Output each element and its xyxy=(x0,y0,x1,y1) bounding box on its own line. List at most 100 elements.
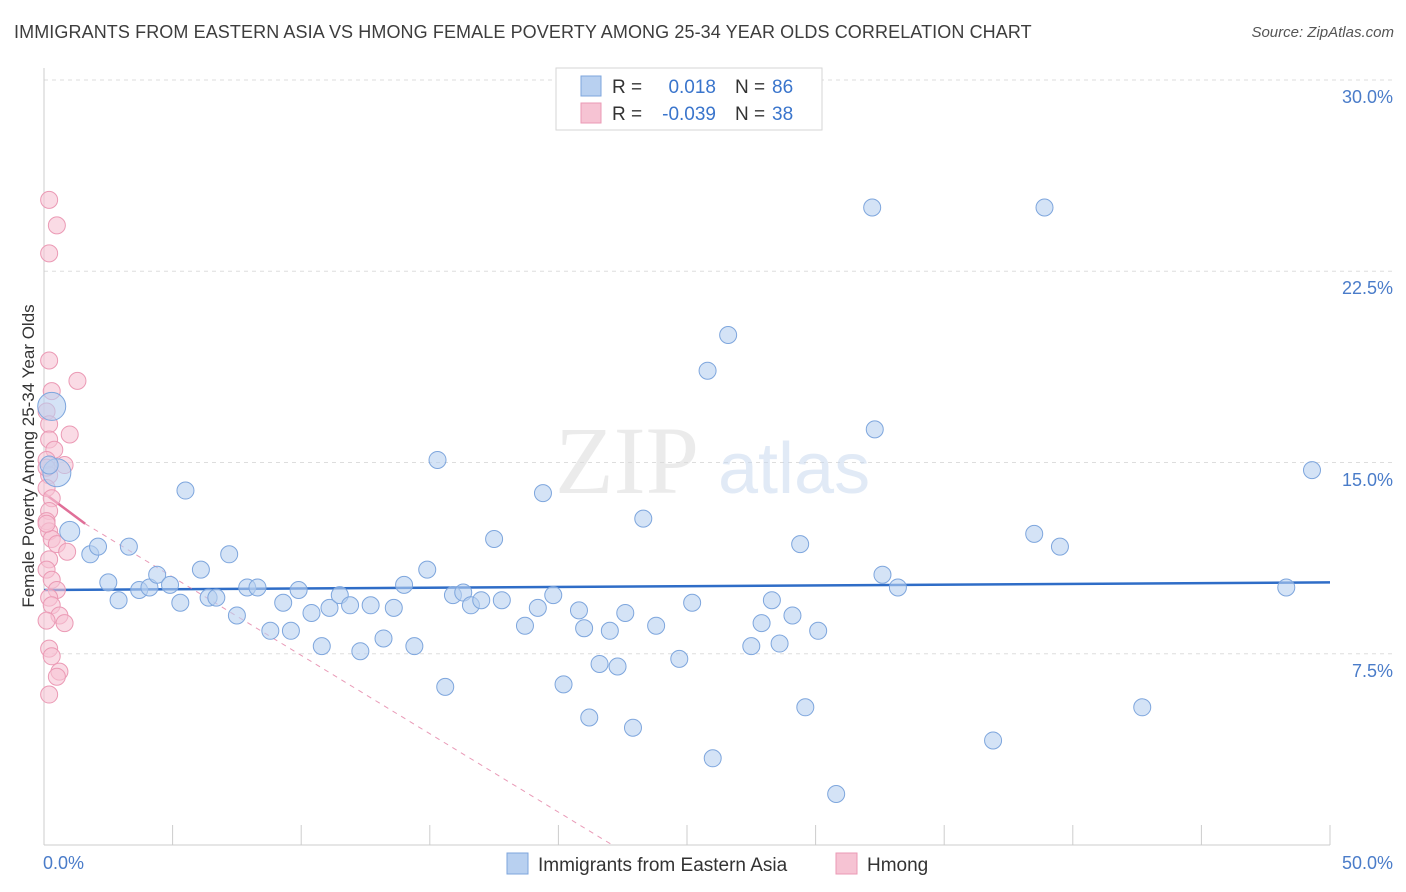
data-point xyxy=(670,649,689,668)
data-point xyxy=(752,614,771,633)
data-point xyxy=(191,560,210,579)
data-point xyxy=(418,560,437,579)
data-point xyxy=(109,591,128,610)
data-point xyxy=(590,654,609,673)
data-point xyxy=(289,581,308,599)
data-point xyxy=(59,520,81,542)
data-point xyxy=(608,657,627,676)
y-tick-label: 7.5% xyxy=(1352,661,1393,681)
y-tick-label: 30.0% xyxy=(1342,87,1393,107)
data-point xyxy=(492,591,511,610)
data-point xyxy=(68,371,87,390)
data-point xyxy=(341,596,360,615)
data-point xyxy=(312,637,331,656)
legend-r-label: R = xyxy=(612,77,642,98)
source-label: Source: ZipAtlas.com xyxy=(1251,24,1394,41)
data-point xyxy=(984,731,1003,750)
data-point xyxy=(1133,698,1152,717)
data-point xyxy=(47,667,66,686)
legend-swatch-blue xyxy=(580,75,602,97)
data-point xyxy=(472,591,491,610)
data-point xyxy=(361,596,380,615)
data-point xyxy=(37,391,67,421)
series-swatch-blue xyxy=(506,852,529,875)
data-point xyxy=(698,361,717,380)
data-point xyxy=(533,484,552,503)
data-point xyxy=(1277,578,1296,597)
data-point xyxy=(827,785,846,803)
data-point xyxy=(544,586,563,605)
hmong-points xyxy=(37,190,87,704)
data-point xyxy=(227,606,246,625)
data-point xyxy=(351,642,370,661)
data-point xyxy=(647,616,666,635)
data-point xyxy=(575,619,594,638)
data-point xyxy=(47,216,66,235)
trendlines xyxy=(43,492,1331,846)
y-tick-label: 15.0% xyxy=(1342,470,1393,490)
watermark-zip: ZIP xyxy=(555,407,699,514)
y-tick-label: 22.5% xyxy=(1342,278,1393,298)
data-point xyxy=(634,509,653,528)
data-point xyxy=(171,593,190,612)
data-point xyxy=(436,677,455,696)
data-point xyxy=(703,749,722,768)
data-point xyxy=(742,637,761,656)
watermark: ZIP atlas xyxy=(555,407,870,514)
data-point xyxy=(207,588,226,607)
data-point xyxy=(616,603,635,622)
data-point xyxy=(220,545,239,564)
data-point xyxy=(281,621,300,640)
y-axis-label: Female Poverty Among 25-34 Year Olds xyxy=(19,304,38,607)
series-legend: Immigrants from Eastern Asia Hmong xyxy=(506,852,928,876)
legend-r-label: R = xyxy=(612,104,642,125)
data-point xyxy=(40,244,59,263)
data-point xyxy=(762,591,781,610)
series-label-hmong: Hmong xyxy=(867,855,928,876)
data-point xyxy=(176,481,195,500)
data-point xyxy=(37,611,56,630)
x-tick-label: 50.0% xyxy=(1342,853,1393,873)
data-point xyxy=(42,647,61,666)
gridlines xyxy=(44,79,1393,655)
series-swatch-pink xyxy=(835,852,858,875)
data-point xyxy=(405,637,424,656)
eastern-asia-points xyxy=(37,198,1321,803)
data-point xyxy=(770,634,789,653)
legend-n-value: 38 xyxy=(772,104,793,125)
legend-n-label: N = xyxy=(735,77,765,98)
data-point xyxy=(865,420,884,439)
data-point xyxy=(384,598,403,617)
data-point xyxy=(554,675,573,694)
data-point xyxy=(395,575,414,594)
legend-r-value: -0.039 xyxy=(662,104,716,125)
data-point xyxy=(89,537,108,556)
data-point xyxy=(60,425,79,444)
legend-r-value: 0.018 xyxy=(668,77,716,98)
data-point xyxy=(796,698,815,717)
trendline-eastern-asia xyxy=(43,581,1331,592)
data-point xyxy=(873,565,892,584)
data-point xyxy=(274,593,293,612)
data-point xyxy=(320,598,339,617)
data-point xyxy=(580,708,599,727)
x-tick-label: 0.0% xyxy=(43,853,84,873)
data-point xyxy=(39,455,59,475)
data-point xyxy=(888,578,907,597)
data-point xyxy=(569,601,588,620)
data-point xyxy=(515,616,534,635)
data-point xyxy=(783,606,802,625)
data-point xyxy=(374,629,393,648)
data-point xyxy=(1302,461,1321,480)
data-point xyxy=(40,685,59,704)
legend-n-value: 86 xyxy=(772,77,793,98)
correlation-legend: R = 0.018 N = 86 R = -0.039 N = 38 xyxy=(555,67,823,131)
data-point xyxy=(809,621,828,640)
data-point xyxy=(55,614,74,633)
data-point xyxy=(58,542,77,561)
data-point xyxy=(428,450,447,469)
data-point xyxy=(40,190,59,209)
data-point xyxy=(302,603,321,622)
data-point xyxy=(791,535,810,554)
